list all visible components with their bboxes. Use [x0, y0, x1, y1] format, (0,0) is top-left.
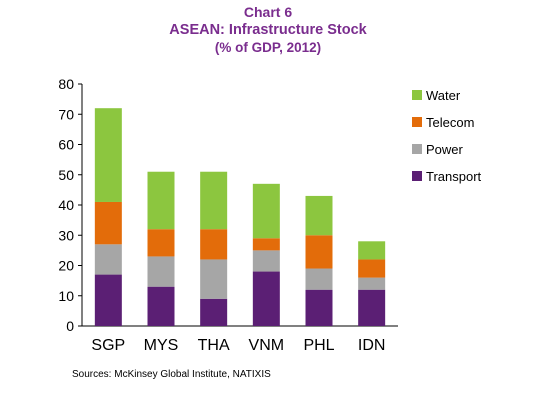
x-tick-label: SGP: [91, 337, 125, 354]
x-tick-label: THA: [198, 337, 230, 354]
bar-segment-telecom-vnm: [252, 238, 280, 251]
x-tick-label: IDN: [358, 337, 386, 354]
bar-segment-transport-mys: [147, 286, 175, 326]
x-tick-label: VNM: [249, 337, 285, 354]
bar-segment-telecom-idn: [358, 259, 386, 278]
chart-title: ASEAN: Infrastructure Stock: [169, 22, 367, 38]
y-tick-label: 80: [58, 76, 74, 92]
legend-label-power: Power: [426, 142, 464, 157]
bar-segment-power-phl: [305, 268, 333, 290]
chart-subtitle: (% of GDP, 2012): [214, 40, 322, 55]
bar-segment-telecom-tha: [200, 229, 228, 260]
bar-segment-transport-vnm: [252, 271, 280, 326]
bar-segment-power-mys: [147, 256, 175, 287]
y-tick-label: 70: [58, 106, 74, 122]
bar-segment-water-sgp: [94, 108, 122, 202]
y-tick-label: 20: [58, 258, 74, 274]
y-tick-label: 10: [58, 288, 74, 304]
x-tick-label: PHL: [303, 337, 334, 354]
y-tick-label: 50: [58, 167, 74, 183]
bar-segment-transport-sgp: [94, 274, 122, 326]
bar-segment-water-tha: [200, 171, 228, 230]
bar-segment-power-idn: [358, 277, 386, 290]
x-tick-label: MYS: [144, 337, 179, 354]
bar-segment-telecom-phl: [305, 235, 333, 269]
y-tick-label: 60: [58, 137, 74, 153]
bar-segment-transport-phl: [305, 289, 333, 326]
y-tick-label: 30: [58, 227, 74, 243]
bar-segment-water-mys: [147, 171, 175, 230]
bar-segment-power-tha: [200, 259, 228, 299]
bar-segment-telecom-mys: [147, 229, 175, 257]
legend-label-water: Water: [426, 88, 461, 103]
chart-number-label: Chart 6: [243, 4, 293, 20]
legend-swatch-telecom: [412, 117, 422, 127]
legend-swatch-water: [412, 90, 422, 100]
y-tick-label: 0: [66, 318, 74, 334]
legend-swatch-power: [412, 144, 422, 154]
bar-segment-telecom-sgp: [94, 201, 122, 245]
chart-title-block: Chart 6 ASEAN: Infrastructure Stock (% o…: [0, 4, 536, 56]
y-tick-label: 40: [58, 197, 74, 213]
bar-segment-water-phl: [305, 195, 333, 236]
bar-segment-transport-idn: [358, 289, 386, 326]
bar-segment-water-vnm: [252, 183, 280, 239]
bar-segment-power-sgp: [94, 244, 122, 275]
source-note: Sources: McKinsey Global Institute, NATI…: [72, 369, 271, 380]
legend-label-transport: Transport: [426, 169, 482, 184]
bar-segment-power-vnm: [252, 250, 280, 272]
bar-segment-water-idn: [358, 241, 386, 260]
legend-label-telecom: Telecom: [426, 115, 474, 130]
bar-segment-transport-tha: [200, 298, 228, 326]
legend-swatch-transport: [412, 171, 422, 181]
